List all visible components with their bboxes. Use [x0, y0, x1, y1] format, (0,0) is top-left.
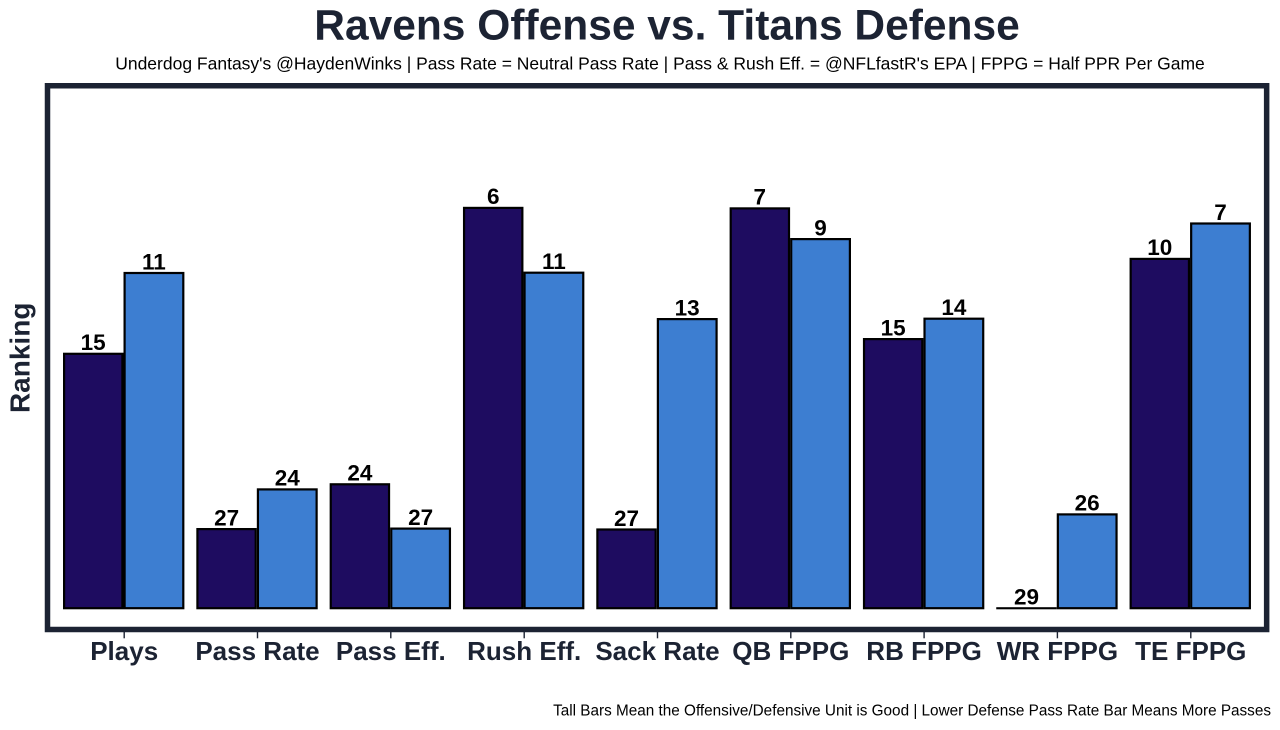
- svg-text:13: 13: [675, 295, 700, 320]
- svg-text:7: 7: [754, 185, 767, 210]
- svg-text:Rush Eff.: Rush Eff.: [467, 636, 581, 666]
- svg-text:Ranking: Ranking: [5, 303, 36, 413]
- svg-text:11: 11: [142, 249, 166, 274]
- svg-text:Tall Bars Mean the Offensive/D: Tall Bars Mean the Offensive/Defensive U…: [553, 703, 1271, 720]
- svg-text:24: 24: [275, 466, 301, 491]
- svg-text:15: 15: [81, 330, 106, 355]
- svg-text:7: 7: [1214, 200, 1227, 225]
- svg-text:24: 24: [347, 461, 373, 486]
- svg-text:10: 10: [1147, 235, 1172, 260]
- svg-text:Pass Eff.: Pass Eff.: [336, 636, 446, 666]
- svg-text:WR FPPG: WR FPPG: [997, 636, 1118, 666]
- svg-text:Ravens Offense vs. Titans Defe: Ravens Offense vs. Titans Defense: [314, 3, 1019, 50]
- svg-text:QB FPPG: QB FPPG: [732, 636, 849, 666]
- svg-text:11: 11: [542, 249, 566, 274]
- svg-text:27: 27: [214, 505, 239, 530]
- svg-text:Sack Rate: Sack Rate: [595, 636, 719, 666]
- svg-text:TE FPPG: TE FPPG: [1135, 636, 1246, 666]
- svg-text:27: 27: [408, 505, 433, 530]
- svg-text:Plays: Plays: [90, 636, 158, 666]
- svg-text:27: 27: [614, 506, 639, 531]
- svg-text:6: 6: [487, 184, 500, 209]
- svg-text:Pass Rate: Pass Rate: [195, 636, 319, 666]
- svg-text:29: 29: [1014, 585, 1039, 610]
- svg-text:Underdog Fantasy's @HaydenWink: Underdog Fantasy's @HaydenWinks | Pass R…: [115, 53, 1205, 73]
- svg-text:26: 26: [1075, 491, 1100, 516]
- svg-text:14: 14: [941, 295, 967, 320]
- svg-text:9: 9: [814, 215, 827, 240]
- svg-text:15: 15: [881, 315, 906, 340]
- svg-text:RB FPPG: RB FPPG: [866, 636, 982, 666]
